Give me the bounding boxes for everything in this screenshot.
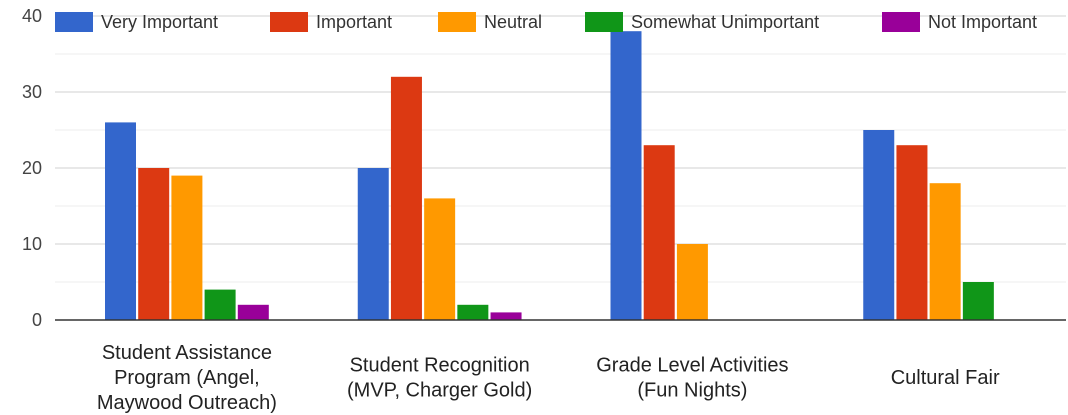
y-tick-label: 40 — [22, 6, 42, 26]
bar-important[interactable] — [390, 76, 422, 320]
legend-swatch — [55, 12, 93, 32]
legend-item-not-important[interactable]: Not Important — [882, 12, 1037, 32]
x-axis-category-labels: Student Assistance Program (Angel, Maywood… — [97, 342, 1000, 414]
bar-very-important[interactable] — [357, 168, 389, 320]
legend: Very Important Important Neutral Somewhat U… — [55, 12, 1037, 32]
legend-label: Very Important — [101, 12, 218, 32]
bar-somewhat-unimportant[interactable] — [962, 282, 994, 320]
legend-swatch — [438, 12, 476, 32]
legend-swatch — [585, 12, 623, 32]
bar-neutral[interactable] — [171, 175, 203, 320]
bar-not-important[interactable] — [490, 312, 522, 320]
bar-somewhat-unimportant[interactable] — [204, 289, 236, 320]
y-tick-label: 30 — [22, 82, 42, 102]
y-tick-label: 20 — [22, 158, 42, 178]
y-tick-label: 10 — [22, 234, 42, 254]
x-category-label: Student Recognition (MVP, Charger Gold) — [347, 355, 532, 402]
x-category-label: Grade Level Activities (Fun Nights) — [596, 355, 788, 402]
legend-label: Neutral — [484, 12, 542, 32]
bar-important[interactable] — [138, 168, 170, 320]
bar-neutral[interactable] — [929, 183, 961, 320]
gridlines — [55, 15, 1066, 283]
legend-swatch — [882, 12, 920, 32]
legend-label: Important — [316, 12, 392, 32]
legend-item-very-important[interactable]: Very Important — [55, 12, 218, 32]
bar-very-important[interactable] — [610, 31, 642, 320]
bar-somewhat-unimportant[interactable] — [457, 304, 489, 320]
legend-item-neutral[interactable]: Neutral — [438, 12, 542, 32]
legend-label: Not Important — [928, 12, 1037, 32]
legend-item-important[interactable]: Important — [270, 12, 392, 32]
bar-very-important[interactable] — [863, 130, 895, 320]
y-axis-ticks: 0 10 20 30 40 — [22, 6, 42, 330]
legend-label: Somewhat Unimportant — [631, 12, 819, 32]
bars — [105, 31, 994, 321]
x-category-label: Cultural Fair — [891, 367, 1000, 389]
bar-neutral[interactable] — [424, 198, 456, 320]
bar-important[interactable] — [643, 145, 675, 320]
legend-item-somewhat-unimportant[interactable]: Somewhat Unimportant — [585, 12, 819, 32]
bar-neutral[interactable] — [676, 244, 708, 320]
bar-very-important[interactable] — [105, 122, 136, 321]
bar-not-important[interactable] — [237, 304, 269, 320]
legend-swatch — [270, 12, 308, 32]
y-tick-label: 0 — [32, 310, 42, 330]
bar-important[interactable] — [896, 145, 928, 320]
x-category-label: Student Assistance Program (Angel, Maywood… — [97, 342, 277, 414]
